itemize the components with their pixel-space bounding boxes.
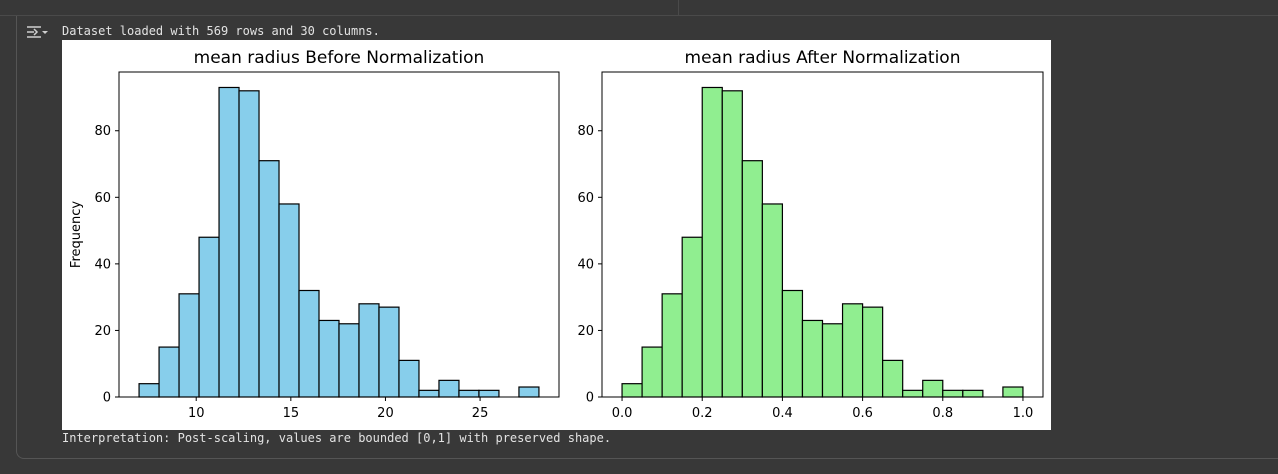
histogram-bar-2-16 (942, 389, 964, 398)
histogram-bar-2-17 (962, 389, 984, 398)
top-divider (678, 0, 679, 15)
histogram-bar-1-13 (398, 359, 420, 398)
histogram-bar-1-19 (518, 386, 540, 398)
chart-title-2: mean radius After Normalization (685, 48, 961, 68)
x-tick-label: 0.4 (772, 406, 793, 421)
x-tick-label: 1.0 (1013, 406, 1034, 421)
y-tick-label: 80 (577, 124, 594, 139)
x-tick-label: 0.2 (692, 406, 713, 421)
x-tick-label: 20 (377, 406, 394, 421)
output-log-line: Dataset loaded with 569 rows and 30 colu… (62, 24, 380, 38)
histogram-bar-2-11 (841, 303, 864, 398)
histogram-bar-1-11 (358, 303, 380, 398)
histogram-bar-2-19 (1002, 386, 1024, 398)
x-tick-label: 15 (283, 406, 300, 421)
x-tick-label: 0.0 (612, 406, 633, 421)
y-tick-label: 20 (94, 324, 111, 339)
histogram-bar-2-1 (641, 346, 663, 398)
histogram-bar-2-8 (781, 289, 804, 398)
histogram-bar-1-1 (158, 346, 180, 398)
histogram-bar-1-17 (478, 389, 500, 398)
histogram-bar-2-6 (741, 160, 763, 398)
histogram-figure-svg: 0 20 40 60 80 10 15 20 25 mean radius Before Norm… (69, 48, 1044, 421)
previous-cell-edge (0, 0, 1278, 16)
histogram-bar-1-3 (198, 236, 220, 398)
y-tick-label: 0 (103, 391, 111, 406)
histogram-bar-2-2 (661, 293, 683, 398)
y-axis-label: Frequency (69, 201, 84, 268)
interpretation-text: Interpretation: Post-scaling, values are… (62, 431, 612, 445)
histogram-bar-2-3 (681, 236, 703, 398)
histogram-bar-2-13 (882, 359, 904, 398)
histogram-bar-2-7 (761, 203, 784, 398)
histogram-bar-1-10 (338, 323, 360, 398)
x-tick-label: 10 (188, 406, 205, 421)
y-tick-label: 80 (94, 124, 111, 139)
histogram-bar-1-5 (238, 90, 260, 398)
histogram-bar-2-12 (861, 306, 884, 398)
axes-frame-1 (118, 71, 560, 398)
histogram-bar-1-6 (258, 160, 280, 398)
y-tick-label: 20 (577, 324, 594, 339)
histogram-bar-1-9 (318, 319, 340, 398)
histogram-bar-1-14 (418, 389, 440, 398)
y-tick-label: 60 (577, 191, 594, 206)
histogram-bar-1-8 (298, 289, 320, 398)
output-toggle-icon[interactable] (25, 23, 49, 43)
histogram-bar-2-5 (721, 90, 743, 398)
histogram-bar-2-15 (922, 379, 944, 398)
chart-title-1: mean radius Before Normalization (194, 48, 485, 68)
histogram-bar-2-10 (821, 323, 844, 398)
histogram-bar-1-16 (458, 389, 480, 398)
histogram-bar-2-4 (701, 86, 723, 398)
histogram-bar-2-14 (902, 389, 924, 398)
y-tick-label: 40 (577, 257, 594, 272)
histogram-figure: 0 20 40 60 80 10 15 20 25 mean radius Before Norm… (62, 40, 1051, 430)
histogram-bar-1-4 (218, 86, 240, 398)
histogram-bar-1-0 (138, 383, 160, 398)
histogram-bar-1-15 (438, 379, 460, 398)
histogram-bar-1-2 (178, 293, 200, 398)
histogram-bar-2-0 (621, 383, 643, 398)
output-cell-frame (16, 16, 1278, 459)
y-tick-label: 40 (94, 257, 111, 272)
x-tick-label: 0.8 (932, 406, 953, 421)
x-tick-label: 25 (472, 406, 489, 421)
histogram-bar-2-9 (801, 319, 824, 398)
y-tick-label: 0 (586, 391, 594, 406)
y-tick-label: 60 (94, 191, 111, 206)
axes-frame-2 (601, 71, 1044, 398)
histogram-bar-1-12 (378, 306, 400, 398)
histogram-bar-1-7 (278, 203, 300, 398)
x-tick-label: 0.6 (852, 406, 873, 421)
